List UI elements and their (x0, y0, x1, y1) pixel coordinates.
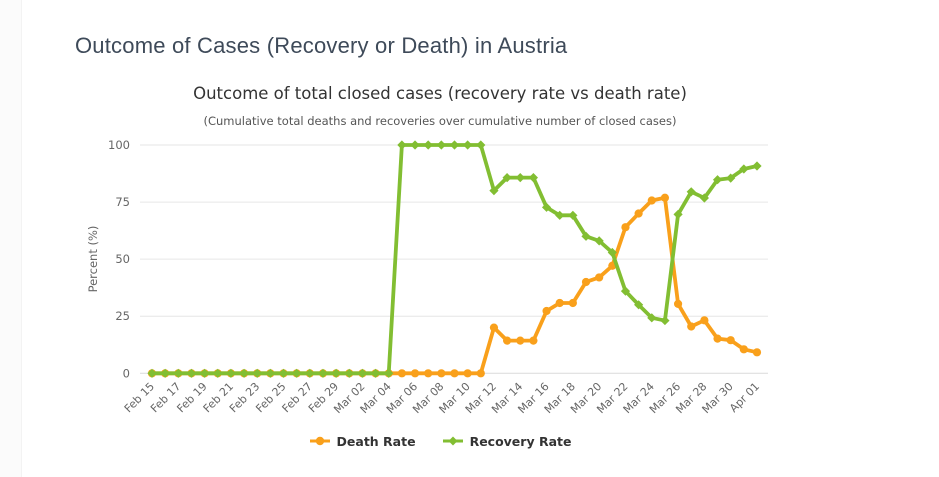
data-point-recovery-rate-Mar-27[interactable] (686, 187, 696, 197)
y-tick-label-50: 50 (115, 252, 130, 266)
data-point-recovery-rate-Feb-17[interactable] (173, 368, 183, 378)
data-point-recovery-rate-Mar-08[interactable] (436, 140, 446, 150)
legend-item-recovery-rate[interactable]: Recovery Rate (442, 433, 572, 449)
data-point-death-rate-Mar-08[interactable] (437, 369, 446, 378)
data-point-death-rate-Mar-29[interactable] (713, 334, 722, 343)
data-point-recovery-rate-Mar-18[interactable] (568, 210, 578, 220)
data-point-death-rate-Mar-22[interactable] (621, 223, 630, 232)
data-point-recovery-rate-Mar-31[interactable] (739, 164, 749, 174)
data-point-recovery-rate-Mar-05[interactable] (397, 140, 407, 150)
data-point-death-rate-Mar-16[interactable] (542, 306, 551, 316)
data-point-recovery-rate-Mar-16[interactable] (541, 202, 552, 212)
data-point-death-rate-Mar-17[interactable] (555, 298, 564, 308)
page-left-gutter (0, 0, 22, 477)
data-point-recovery-rate-Feb-29[interactable] (331, 368, 341, 378)
data-point-death-rate-Mar-26[interactable] (673, 299, 683, 308)
data-point-recovery-rate-Mar-07[interactable] (423, 140, 433, 150)
data-point-recovery-rate-Feb-26[interactable] (292, 368, 302, 378)
data-point-death-rate-Mar-10[interactable] (463, 369, 472, 378)
data-point-recovery-rate-Mar-04[interactable] (384, 368, 394, 378)
data-point-recovery-rate-Mar-11[interactable] (476, 140, 486, 150)
y-tick-label-100: 100 (108, 138, 130, 152)
data-point-recovery-rate-Mar-23[interactable] (634, 300, 644, 310)
data-point-recovery-rate-Mar-26[interactable] (673, 209, 683, 220)
data-point-recovery-rate-Mar-06[interactable] (410, 140, 420, 150)
data-point-recovery-rate-Mar-10[interactable] (463, 140, 473, 150)
y-axis-title: Percent (%) (86, 226, 100, 293)
data-point-death-rate-Mar-19[interactable] (581, 277, 591, 287)
data-point-recovery-rate-Feb-16[interactable] (160, 368, 170, 378)
data-point-death-rate-Mar-20[interactable] (595, 273, 604, 282)
data-point-death-rate-Mar-15[interactable] (529, 336, 538, 345)
recovery-rate-legend-marker (442, 436, 463, 446)
legend-label-death-rate: Death Rate (336, 433, 416, 449)
chart-title: Outcome of total closed cases (recovery … (193, 84, 687, 103)
data-point-recovery-rate-Mar-30[interactable] (726, 173, 736, 183)
data-point-recovery-rate-Feb-18[interactable] (186, 368, 197, 378)
death-rate-legend-marker (309, 436, 330, 446)
data-point-death-rate-Mar-09[interactable] (450, 369, 459, 378)
y-tick-label-25: 25 (115, 309, 130, 323)
data-point-death-rate-Mar-12[interactable] (489, 323, 499, 332)
data-point-death-rate-Mar-30[interactable] (726, 336, 735, 345)
data-point-death-rate-Mar-06[interactable] (410, 369, 420, 378)
data-point-death-rate-Mar-25[interactable] (660, 193, 670, 202)
data-point-recovery-rate-Mar-12[interactable] (489, 186, 499, 196)
data-point-recovery-rate-Feb-19[interactable] (200, 368, 210, 378)
data-point-death-rate-Apr-01[interactable] (752, 348, 762, 357)
chart-subtitle: (Cumulative total deaths and recoveries … (203, 114, 677, 128)
data-point-recovery-rate-Mar-29[interactable] (712, 175, 723, 185)
data-point-recovery-rate-Mar-19[interactable] (581, 231, 591, 241)
data-point-recovery-rate-Feb-22[interactable] (239, 368, 249, 378)
data-point-recovery-rate-Mar-13[interactable] (502, 173, 512, 183)
data-point-recovery-rate-Feb-23[interactable] (252, 368, 262, 378)
data-point-recovery-rate-Mar-09[interactable] (449, 140, 460, 150)
data-point-death-rate-Mar-23[interactable] (634, 209, 643, 218)
data-point-death-rate-Mar-13[interactable] (503, 336, 512, 345)
data-point-death-rate-Mar-18[interactable] (568, 298, 577, 308)
data-point-recovery-rate-Mar-01[interactable] (344, 368, 354, 378)
data-point-death-rate-Mar-05[interactable] (397, 369, 406, 378)
y-tick-label-0: 0 (123, 366, 130, 380)
data-point-recovery-rate-Mar-02[interactable] (357, 368, 368, 378)
data-point-recovery-rate-Feb-27[interactable] (305, 368, 315, 378)
legend-label-recovery-rate: Recovery Rate (469, 433, 572, 449)
data-point-recovery-rate-Mar-17[interactable] (555, 210, 565, 220)
data-point-recovery-rate-Feb-20[interactable] (213, 368, 223, 378)
data-point-death-rate-Mar-14[interactable] (516, 336, 525, 345)
data-point-death-rate-Mar-07[interactable] (424, 369, 433, 378)
death-rate-line[interactable] (150, 195, 759, 376)
chart-legend: Death Rate Recovery Rate (20, 431, 860, 451)
data-point-recovery-rate-Feb-28[interactable] (318, 368, 328, 378)
data-point-death-rate-Mar-31[interactable] (739, 345, 748, 354)
data-point-recovery-rate-Mar-21[interactable] (607, 247, 617, 258)
data-point-recovery-rate-Mar-03[interactable] (370, 368, 381, 378)
data-point-death-rate-Mar-27[interactable] (687, 322, 696, 331)
data-point-recovery-rate-Mar-22[interactable] (620, 286, 631, 296)
data-point-recovery-rate-Mar-15[interactable] (528, 173, 539, 183)
data-point-death-rate-Mar-28[interactable] (700, 316, 709, 325)
y-tick-label-75: 75 (115, 195, 130, 209)
data-point-recovery-rate-Feb-15[interactable] (147, 368, 157, 378)
data-point-death-rate-Mar-24[interactable] (647, 196, 656, 205)
data-point-death-rate-Mar-11[interactable] (476, 369, 485, 378)
x-tick-label-Apr-01: Apr 01 (727, 380, 762, 415)
legend-item-death-rate[interactable]: Death Rate (309, 434, 416, 449)
data-point-recovery-rate-Mar-14[interactable] (515, 173, 525, 183)
page-title: Outcome of Cases (Recovery or Death) in … (75, 32, 568, 58)
data-point-recovery-rate-Apr-01[interactable] (752, 161, 762, 171)
data-point-recovery-rate-Mar-20[interactable] (594, 236, 604, 246)
data-point-recovery-rate-Feb-25[interactable] (278, 368, 289, 378)
data-point-recovery-rate-Mar-25[interactable] (660, 315, 670, 326)
data-point-recovery-rate-Mar-28[interactable] (699, 193, 709, 203)
data-point-recovery-rate-Feb-24[interactable] (265, 368, 275, 378)
data-point-recovery-rate-Feb-21[interactable] (226, 368, 236, 378)
data-point-recovery-rate-Mar-24[interactable] (647, 313, 657, 323)
